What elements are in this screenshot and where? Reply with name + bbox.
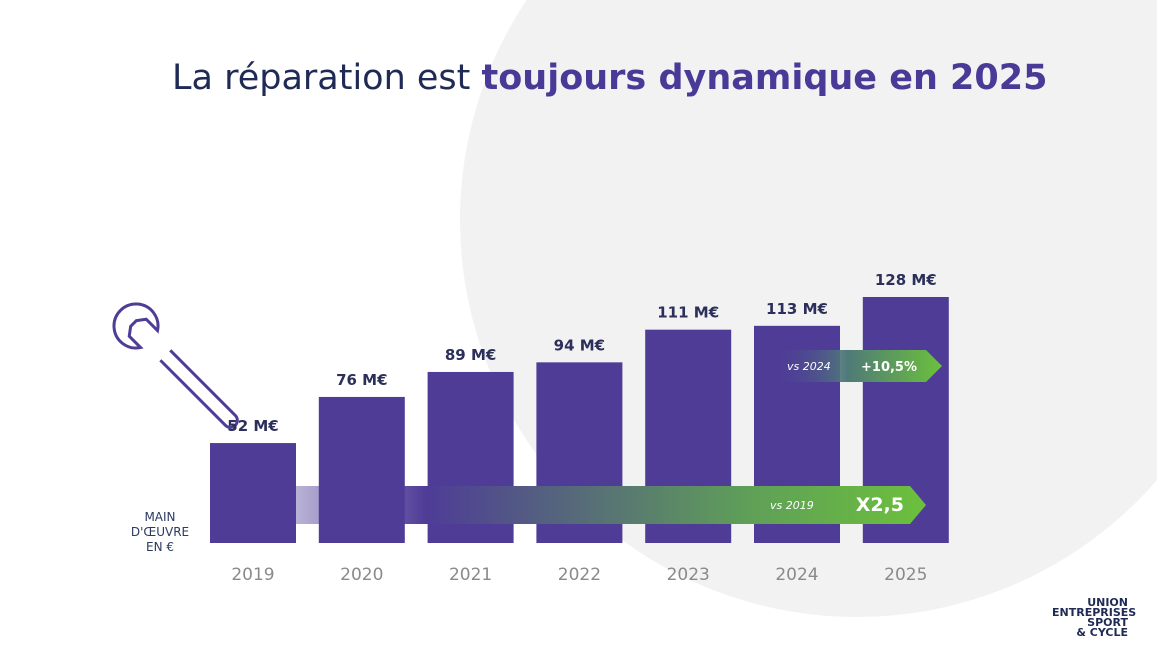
comparison-arrow: vs 2024 +10,5% (770, 350, 942, 382)
arrow-shape (770, 350, 942, 382)
logo-line: UNION (1087, 596, 1128, 609)
background-circle (460, 0, 1157, 617)
data-label: 52 M€ (227, 417, 278, 435)
data-label: 89 M€ (445, 346, 496, 364)
ylabel-line: EN € (145, 540, 174, 554)
arrow-shape (212, 486, 926, 524)
arrow-label: vs 2024 (787, 360, 831, 373)
arrow-label: vs 2019 (770, 499, 814, 512)
comparison-arrow: vs 2019 X2,5 (212, 486, 926, 524)
x-tick-label: 2024 (775, 565, 818, 585)
title-highlight: toujours dynamique en 2025 (481, 58, 1048, 98)
x-tick-label: 2025 (884, 565, 927, 585)
data-label: 76 M€ (336, 371, 387, 389)
y-axis-label: MAIN D'ŒUVRE EN € (120, 510, 200, 555)
data-label: 111 M€ (657, 304, 719, 322)
ylabel-line: D'ŒUVRE (130, 525, 190, 539)
arrow-value: +10,5% (861, 360, 917, 375)
x-tick-label: 2020 (340, 565, 383, 585)
logo-line: & CYCLE (1076, 626, 1128, 639)
page-title: La réparation est toujours dynamique en … (172, 58, 1047, 98)
data-label: 94 M€ (554, 336, 605, 354)
x-tick-label: 2021 (449, 565, 492, 585)
x-tick-label: 2022 (558, 565, 601, 585)
union-sport-cycle-logo: UNION ENTREPRISES SPORT & CYCLE (1052, 596, 1137, 639)
data-label: 113 M€ (766, 300, 828, 318)
data-label: 128 M€ (875, 271, 937, 289)
logo-line: ENTREPRISES (1052, 606, 1137, 619)
title-plain: La réparation est (172, 58, 482, 98)
wrench-icon (112, 302, 239, 429)
x-tick-label: 2019 (231, 565, 274, 585)
ylabel-line: MAIN (144, 510, 176, 524)
logo-line: SPORT (1087, 616, 1128, 629)
arrow-value: X2,5 (856, 494, 904, 516)
x-tick-label: 2023 (667, 565, 710, 585)
